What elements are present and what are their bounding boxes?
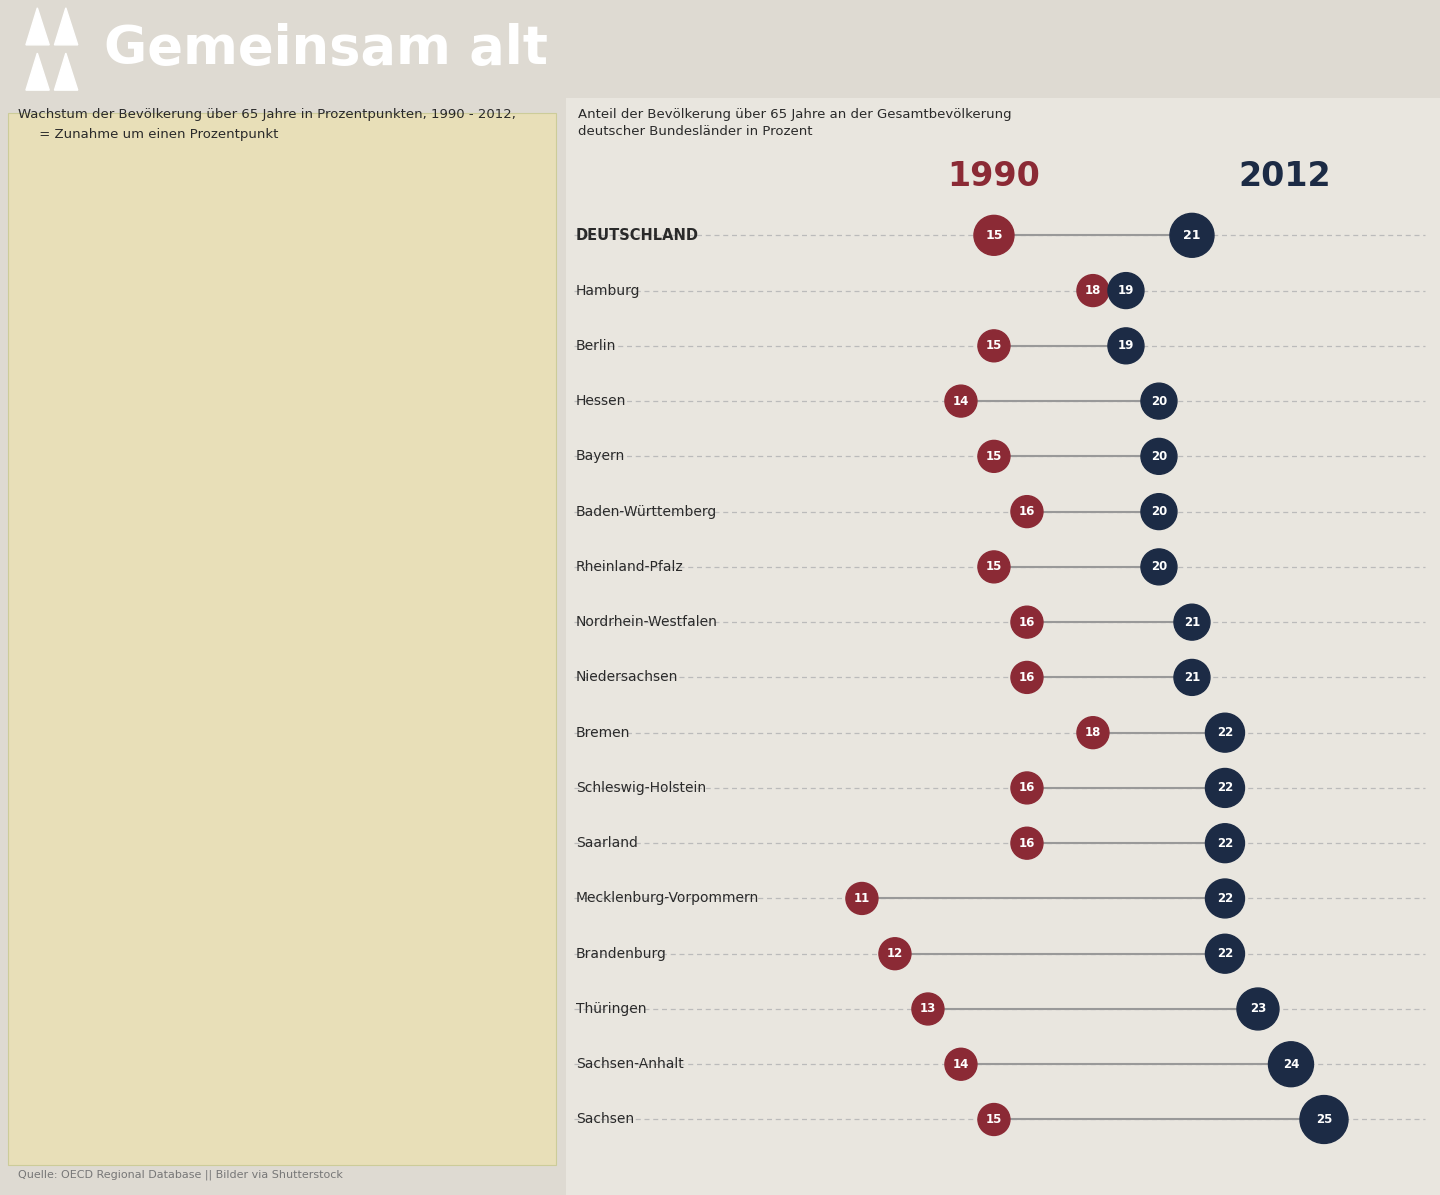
- Text: 16: 16: [1018, 782, 1035, 795]
- Circle shape: [1011, 496, 1043, 527]
- Text: Rheinland-Pfalz: Rheinland-Pfalz: [576, 560, 684, 574]
- Text: 11: 11: [854, 891, 870, 905]
- Text: Gemeinsam alt: Gemeinsam alt: [104, 23, 547, 75]
- Circle shape: [1011, 827, 1043, 859]
- Circle shape: [1077, 717, 1109, 748]
- Text: 16: 16: [1018, 505, 1035, 519]
- Text: Nordrhein-Westfalen: Nordrhein-Westfalen: [576, 615, 717, 629]
- Text: 20: 20: [1151, 449, 1166, 462]
- Text: 15: 15: [985, 228, 1002, 241]
- Circle shape: [1140, 494, 1176, 529]
- Text: Quelle: OECD Regional Database || Bilder via Shutterstock: Quelle: OECD Regional Database || Bilder…: [17, 1170, 343, 1179]
- Polygon shape: [26, 53, 49, 90]
- Text: 14: 14: [953, 394, 969, 407]
- Text: Baden-Württemberg: Baden-Württemberg: [576, 504, 717, 519]
- Text: 16: 16: [1018, 615, 1035, 629]
- Polygon shape: [26, 8, 49, 45]
- Text: Anteil der Bevölkerung über 65 Jahre an der Gesamtbevölkerung
deutscher Bundeslä: Anteil der Bevölkerung über 65 Jahre an …: [577, 108, 1011, 137]
- Text: 14: 14: [953, 1058, 969, 1071]
- Circle shape: [1011, 606, 1043, 638]
- Text: 24: 24: [1283, 1058, 1299, 1071]
- Text: Bayern: Bayern: [576, 449, 625, 464]
- Text: 18: 18: [1084, 727, 1102, 740]
- Circle shape: [1300, 1096, 1348, 1144]
- Circle shape: [1237, 988, 1279, 1030]
- Circle shape: [978, 1103, 1009, 1135]
- Circle shape: [1269, 1042, 1313, 1086]
- Text: 22: 22: [1217, 948, 1233, 961]
- Circle shape: [1107, 272, 1143, 308]
- Text: Thüringen: Thüringen: [576, 1001, 647, 1016]
- Bar: [566, 98, 1440, 1195]
- Text: 15: 15: [986, 1113, 1002, 1126]
- Text: Niedersachsen: Niedersachsen: [576, 670, 678, 685]
- Text: Schleswig-Holstein: Schleswig-Holstein: [576, 782, 706, 795]
- Circle shape: [1205, 768, 1244, 808]
- Circle shape: [1205, 713, 1244, 752]
- Text: 1990: 1990: [948, 160, 1040, 192]
- Text: 16: 16: [1018, 836, 1035, 850]
- Text: 22: 22: [1217, 836, 1233, 850]
- Text: 21: 21: [1184, 615, 1200, 629]
- Text: Sachsen: Sachsen: [576, 1113, 634, 1127]
- Text: 15: 15: [986, 560, 1002, 574]
- Polygon shape: [55, 53, 78, 90]
- Circle shape: [978, 330, 1009, 362]
- Text: 25: 25: [1316, 1113, 1332, 1126]
- Circle shape: [945, 385, 976, 417]
- Text: 16: 16: [1018, 670, 1035, 684]
- Circle shape: [1140, 384, 1176, 419]
- Text: Bremen: Bremen: [576, 725, 631, 740]
- Text: Wachstum der Bevölkerung über 65 Jahre in Prozentpunkten, 1990 - 2012,: Wachstum der Bevölkerung über 65 Jahre i…: [17, 108, 516, 121]
- Text: = Zunahme um einen Prozentpunkt: = Zunahme um einen Prozentpunkt: [17, 128, 278, 141]
- Circle shape: [1107, 327, 1143, 363]
- Circle shape: [1205, 934, 1244, 973]
- Circle shape: [1174, 605, 1210, 641]
- Circle shape: [845, 882, 878, 914]
- Circle shape: [1140, 549, 1176, 584]
- Text: Brandenburg: Brandenburg: [576, 946, 667, 961]
- Circle shape: [973, 215, 1014, 256]
- Circle shape: [912, 993, 945, 1025]
- Text: 22: 22: [1217, 891, 1233, 905]
- Circle shape: [1205, 823, 1244, 863]
- Circle shape: [1140, 439, 1176, 474]
- Text: 19: 19: [1117, 284, 1135, 298]
- Text: 22: 22: [1217, 727, 1233, 740]
- Circle shape: [1077, 275, 1109, 307]
- Circle shape: [1205, 880, 1244, 918]
- Text: 18: 18: [1084, 284, 1102, 298]
- Text: 20: 20: [1151, 394, 1166, 407]
- Circle shape: [1174, 660, 1210, 695]
- Text: 20: 20: [1151, 560, 1166, 574]
- Circle shape: [1011, 772, 1043, 804]
- Circle shape: [978, 551, 1009, 583]
- Text: Saarland: Saarland: [576, 836, 638, 850]
- Text: 15: 15: [986, 449, 1002, 462]
- Text: 23: 23: [1250, 1003, 1266, 1016]
- Text: 21: 21: [1184, 228, 1201, 241]
- Text: 13: 13: [920, 1003, 936, 1016]
- Circle shape: [978, 441, 1009, 472]
- Polygon shape: [55, 8, 78, 45]
- Circle shape: [945, 1048, 976, 1080]
- Text: Hessen: Hessen: [576, 394, 626, 409]
- Text: Berlin: Berlin: [576, 339, 616, 353]
- FancyBboxPatch shape: [9, 114, 556, 1165]
- Circle shape: [878, 938, 912, 969]
- Text: Mecklenburg-Vorpommern: Mecklenburg-Vorpommern: [576, 891, 759, 906]
- Text: Sachsen-Anhalt: Sachsen-Anhalt: [576, 1058, 684, 1071]
- Text: 19: 19: [1117, 339, 1135, 353]
- Text: 22: 22: [1217, 782, 1233, 795]
- Text: 12: 12: [887, 948, 903, 961]
- Circle shape: [1011, 662, 1043, 693]
- Text: 20: 20: [1151, 505, 1166, 519]
- Text: Hamburg: Hamburg: [576, 283, 641, 298]
- Circle shape: [1169, 214, 1214, 257]
- Text: 2012: 2012: [1238, 160, 1332, 192]
- Text: 15: 15: [986, 339, 1002, 353]
- Text: DEUTSCHLAND: DEUTSCHLAND: [576, 228, 698, 243]
- Text: 21: 21: [1184, 670, 1200, 684]
